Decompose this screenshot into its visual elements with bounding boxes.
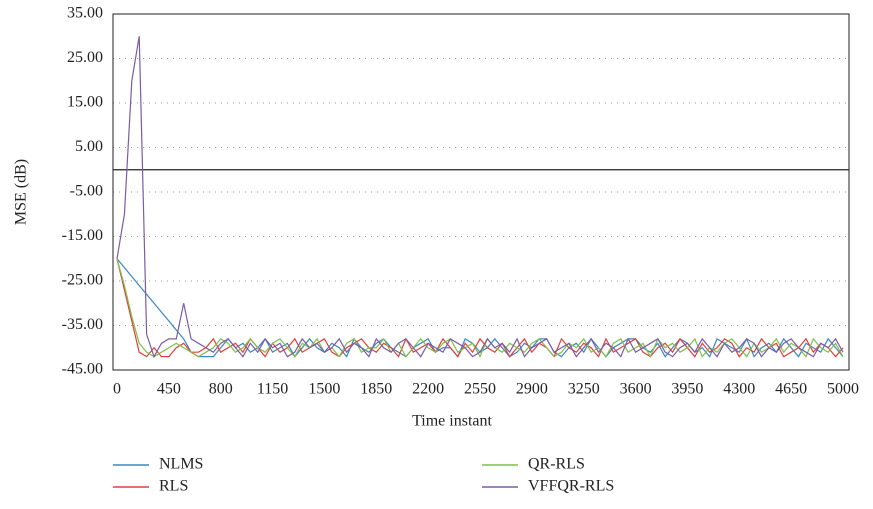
- series-line: [116, 258, 844, 358]
- x-tick-label: 3250: [568, 381, 600, 398]
- x-tick-label: 1500: [308, 381, 340, 398]
- x-tick-label: 3950: [671, 381, 703, 398]
- y-tick-label: 5.00: [75, 138, 103, 155]
- x-tick-label: 4300: [723, 381, 755, 398]
- y-axis-label: MSE (dB): [13, 159, 30, 225]
- legend-label: NLMS: [159, 456, 203, 473]
- x-tick-label: 4650: [775, 381, 807, 398]
- x-tick-label: 450: [157, 381, 181, 398]
- x-tick-label: 2900: [516, 381, 548, 398]
- x-tick-label: 0: [113, 381, 121, 398]
- y-tick-label: 25.00: [67, 49, 103, 66]
- y-tick-label: -45.00: [62, 361, 103, 378]
- x-tick-label: 800: [209, 381, 233, 398]
- y-tick-label: -35.00: [62, 316, 103, 333]
- x-tick-label: 2200: [412, 381, 444, 398]
- y-tick-label: -15.00: [62, 227, 103, 244]
- legend-label: VFFQR-RLS: [528, 478, 614, 495]
- y-tick-label: -25.00: [62, 272, 103, 289]
- x-axis-label: Time instant: [412, 413, 492, 430]
- y-tick-label: 15.00: [67, 94, 103, 111]
- x-tick-label: 1850: [360, 381, 392, 398]
- x-tick-label: 5000: [827, 381, 859, 398]
- series-line: [116, 258, 844, 359]
- y-tick-label: -5.00: [70, 183, 103, 200]
- x-tick-label: 2550: [464, 381, 496, 398]
- plot-frame: [112, 13, 850, 371]
- legend-label: RLS: [159, 478, 188, 495]
- x-tick-label: 3600: [620, 381, 652, 398]
- series-line: [116, 36, 844, 359]
- x-tick-label: 1150: [257, 381, 288, 398]
- y-tick-label: 35.00: [67, 5, 103, 22]
- legend-label: QR-RLS: [528, 456, 585, 473]
